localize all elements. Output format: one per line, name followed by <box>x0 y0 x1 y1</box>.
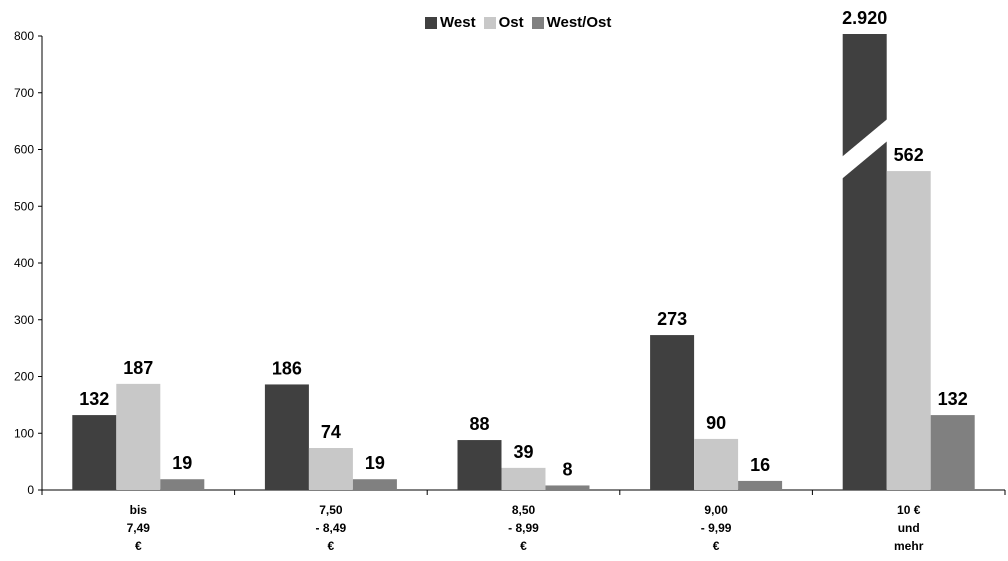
y-tick-label-300: 300 <box>14 313 34 327</box>
bar-ost-4 <box>886 171 931 490</box>
data-label-west-ost-3: 16 <box>750 455 770 475</box>
data-label-west-0: 132 <box>79 389 109 409</box>
y-tick-label-0: 0 <box>27 483 34 497</box>
data-label-ost-0: 187 <box>123 358 153 378</box>
data-label-west-2: 88 <box>469 414 489 434</box>
x-category-label-3-0: 9,00 <box>704 503 728 517</box>
x-category-label-2-2: € <box>520 539 527 553</box>
y-tick-label-100: 100 <box>14 426 34 440</box>
y-tick-label-500: 500 <box>14 199 34 213</box>
x-category-label-4-2: mehr <box>894 539 924 553</box>
data-label-west-1: 186 <box>272 358 302 378</box>
legend-swatch-ost <box>483 16 496 29</box>
data-label-west-ost-4: 132 <box>938 389 968 409</box>
y-tick-label-400: 400 <box>14 256 34 270</box>
x-category-label-1-1: - 8,49 <box>316 521 347 535</box>
bar-west-ost-3 <box>738 480 783 490</box>
bar-west-1 <box>264 384 309 490</box>
x-category-label-4-0: 10 € <box>897 503 921 517</box>
x-category-label-0-2: € <box>135 539 142 553</box>
data-label-west-3: 273 <box>657 309 687 329</box>
chart-legend: West Ost West/Ost <box>425 14 611 31</box>
data-label-west-ost-0: 19 <box>172 453 192 473</box>
legend-item-west-ost: West/Ost <box>531 14 612 31</box>
bar-west-ost-0 <box>160 479 205 490</box>
bar-west-0 <box>72 415 117 490</box>
axis-break-gap <box>840 117 889 180</box>
data-label-west-ost-1: 19 <box>365 453 385 473</box>
legend-label-ost: Ost <box>498 14 524 31</box>
legend-item-west: West <box>425 14 476 31</box>
bar-west-ost-4 <box>930 415 975 490</box>
x-category-label-1-0: 7,50 <box>319 503 343 517</box>
x-category-label-0-0: bis <box>130 503 148 517</box>
x-category-label-2-1: - 8,99 <box>508 521 539 535</box>
bar-ost-2 <box>501 467 546 490</box>
x-category-label-1-2: € <box>328 539 335 553</box>
x-category-label-3-1: - 9,99 <box>701 521 732 535</box>
bar-west-ost-2 <box>545 485 590 490</box>
x-category-label-4-1: und <box>898 521 920 535</box>
data-label-ost-2: 39 <box>513 442 533 462</box>
y-tick-label-800: 800 <box>14 29 34 43</box>
legend-label-west: West <box>440 14 476 31</box>
data-label-ost-4: 562 <box>894 145 924 165</box>
bar-ost-0 <box>116 383 161 490</box>
legend-label-west-ost: West/Ost <box>546 14 612 31</box>
y-tick-label-600: 600 <box>14 143 34 157</box>
data-label-west-4: 2.920 <box>842 8 887 28</box>
legend-swatch-west <box>425 16 437 29</box>
bar-west-2 <box>457 440 502 490</box>
y-tick-label-200: 200 <box>14 370 34 384</box>
bar-west-ost-1 <box>352 479 397 490</box>
x-category-label-3-2: € <box>713 539 720 553</box>
x-category-label-0-1: 7,49 <box>127 521 151 535</box>
bar-ost-1 <box>308 448 353 490</box>
bar-west-4 <box>842 34 887 490</box>
data-label-ost-3: 90 <box>706 413 726 433</box>
bar-ost-3 <box>694 438 739 490</box>
data-label-ost-1: 74 <box>321 422 341 442</box>
bar-west-3 <box>650 335 695 490</box>
legend-item-ost: Ost <box>483 14 524 31</box>
data-label-west-ost-2: 8 <box>562 459 572 479</box>
y-tick-label-700: 700 <box>14 86 34 100</box>
x-category-label-2-0: 8,50 <box>512 503 536 517</box>
legend-swatch-west-ost <box>531 16 544 29</box>
